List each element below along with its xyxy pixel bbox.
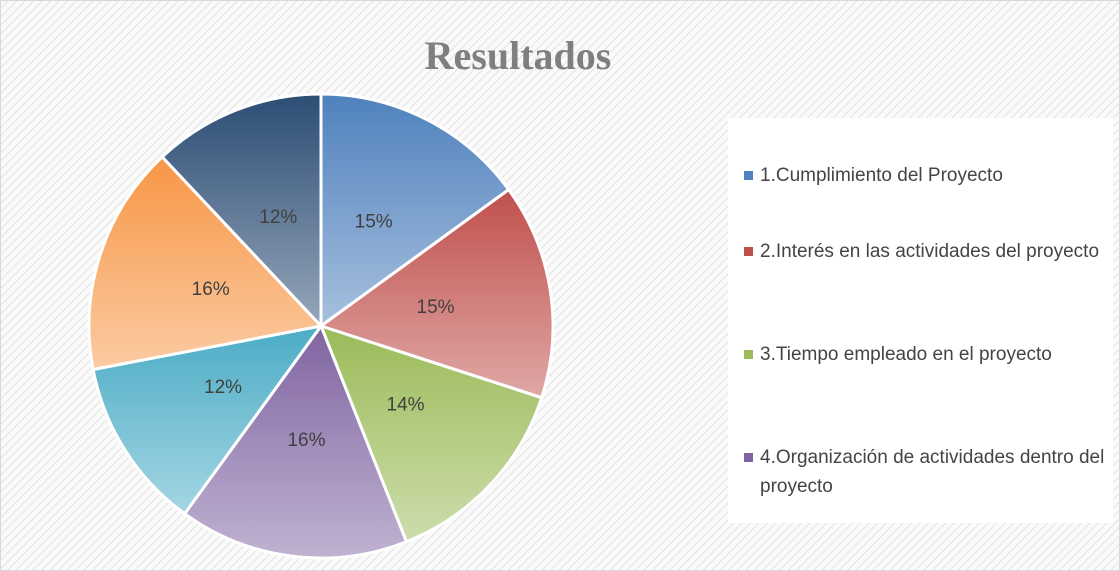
data-label: 15% bbox=[355, 212, 393, 233]
data-label: 12% bbox=[204, 377, 242, 398]
legend-label: 4.Organización de actividades dentro del… bbox=[760, 447, 1105, 497]
legend-swatch bbox=[744, 247, 753, 256]
pie-slice bbox=[87, 154, 324, 372]
pie-slice bbox=[91, 323, 325, 516]
legend-label: 2.Interés en las actividades del proyect… bbox=[760, 241, 1100, 262]
data-label: 14% bbox=[387, 394, 425, 415]
data-label: 12% bbox=[259, 207, 297, 228]
data-label: 16% bbox=[287, 430, 325, 451]
data-label: 15% bbox=[417, 297, 455, 318]
legend-swatch bbox=[744, 350, 753, 359]
legend-box bbox=[728, 118, 1113, 523]
legend-item: 3.Tiempo empleado en el proyecto bbox=[744, 340, 1105, 369]
legend-item: 1.Cumplimiento del Proyecto bbox=[744, 161, 1105, 190]
pie-slice bbox=[319, 92, 511, 329]
pie-slice bbox=[318, 323, 544, 544]
legend-swatch bbox=[744, 171, 753, 180]
legend-swatch bbox=[744, 453, 753, 462]
data-label: 16% bbox=[192, 279, 230, 300]
pie-slice bbox=[182, 322, 409, 560]
chart-title: Resultados bbox=[425, 33, 612, 78]
legend-item: 2.Interés en las actividades del proyect… bbox=[744, 237, 1105, 266]
legend-item: 4.Organización de actividades dentro del… bbox=[744, 443, 1105, 501]
legend-label: 1.Cumplimiento del Proyecto bbox=[760, 165, 1003, 186]
pie-slice bbox=[160, 92, 323, 330]
pie-slice bbox=[317, 187, 555, 400]
legend-label: 3.Tiempo empleado en el proyecto bbox=[760, 344, 1052, 365]
